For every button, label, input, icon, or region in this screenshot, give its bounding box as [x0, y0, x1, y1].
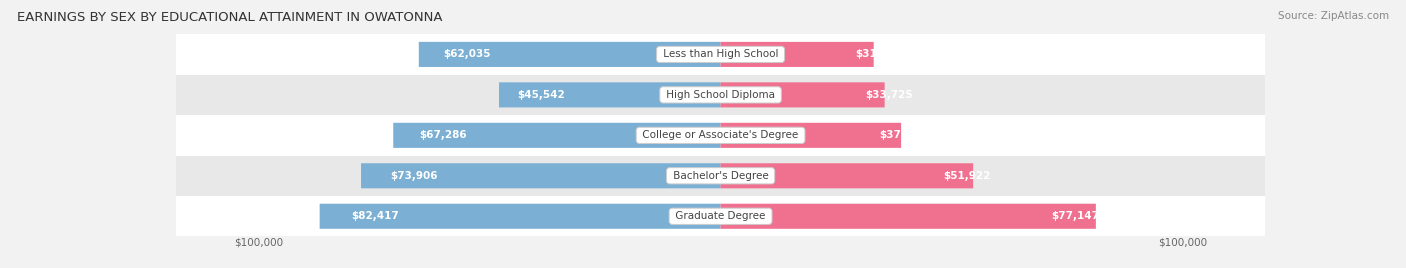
Text: $73,906: $73,906 — [389, 171, 437, 181]
FancyBboxPatch shape — [499, 82, 721, 107]
FancyBboxPatch shape — [176, 196, 1265, 236]
Text: Graduate Degree: Graduate Degree — [672, 211, 769, 221]
FancyBboxPatch shape — [721, 42, 873, 67]
Text: College or Associate's Degree: College or Associate's Degree — [640, 130, 801, 140]
Text: EARNINGS BY SEX BY EDUCATIONAL ATTAINMENT IN OWATONNA: EARNINGS BY SEX BY EDUCATIONAL ATTAINMEN… — [17, 11, 443, 24]
Text: $33,725: $33,725 — [865, 90, 912, 100]
Text: $82,417: $82,417 — [352, 211, 399, 221]
Text: $67,286: $67,286 — [419, 130, 467, 140]
Text: $100,000: $100,000 — [235, 237, 283, 247]
Text: $77,147: $77,147 — [1050, 211, 1099, 221]
Text: $37,110: $37,110 — [879, 130, 927, 140]
FancyBboxPatch shape — [721, 163, 973, 188]
Text: $62,035: $62,035 — [443, 49, 491, 59]
Text: $100,000: $100,000 — [1159, 237, 1206, 247]
FancyBboxPatch shape — [361, 163, 721, 188]
FancyBboxPatch shape — [176, 115, 1265, 155]
Text: $45,542: $45,542 — [517, 90, 564, 100]
FancyBboxPatch shape — [176, 75, 1265, 115]
Text: $51,922: $51,922 — [943, 171, 990, 181]
FancyBboxPatch shape — [176, 34, 1265, 75]
Text: Bachelor's Degree: Bachelor's Degree — [669, 171, 772, 181]
Text: Less than High School: Less than High School — [659, 49, 782, 59]
FancyBboxPatch shape — [419, 42, 721, 67]
FancyBboxPatch shape — [721, 204, 1095, 229]
FancyBboxPatch shape — [721, 82, 884, 107]
FancyBboxPatch shape — [176, 155, 1265, 196]
Text: Source: ZipAtlas.com: Source: ZipAtlas.com — [1278, 11, 1389, 21]
Text: High School Diploma: High School Diploma — [664, 90, 778, 100]
Text: $31,477: $31,477 — [855, 49, 903, 59]
FancyBboxPatch shape — [394, 123, 721, 148]
FancyBboxPatch shape — [319, 204, 721, 229]
FancyBboxPatch shape — [721, 123, 901, 148]
